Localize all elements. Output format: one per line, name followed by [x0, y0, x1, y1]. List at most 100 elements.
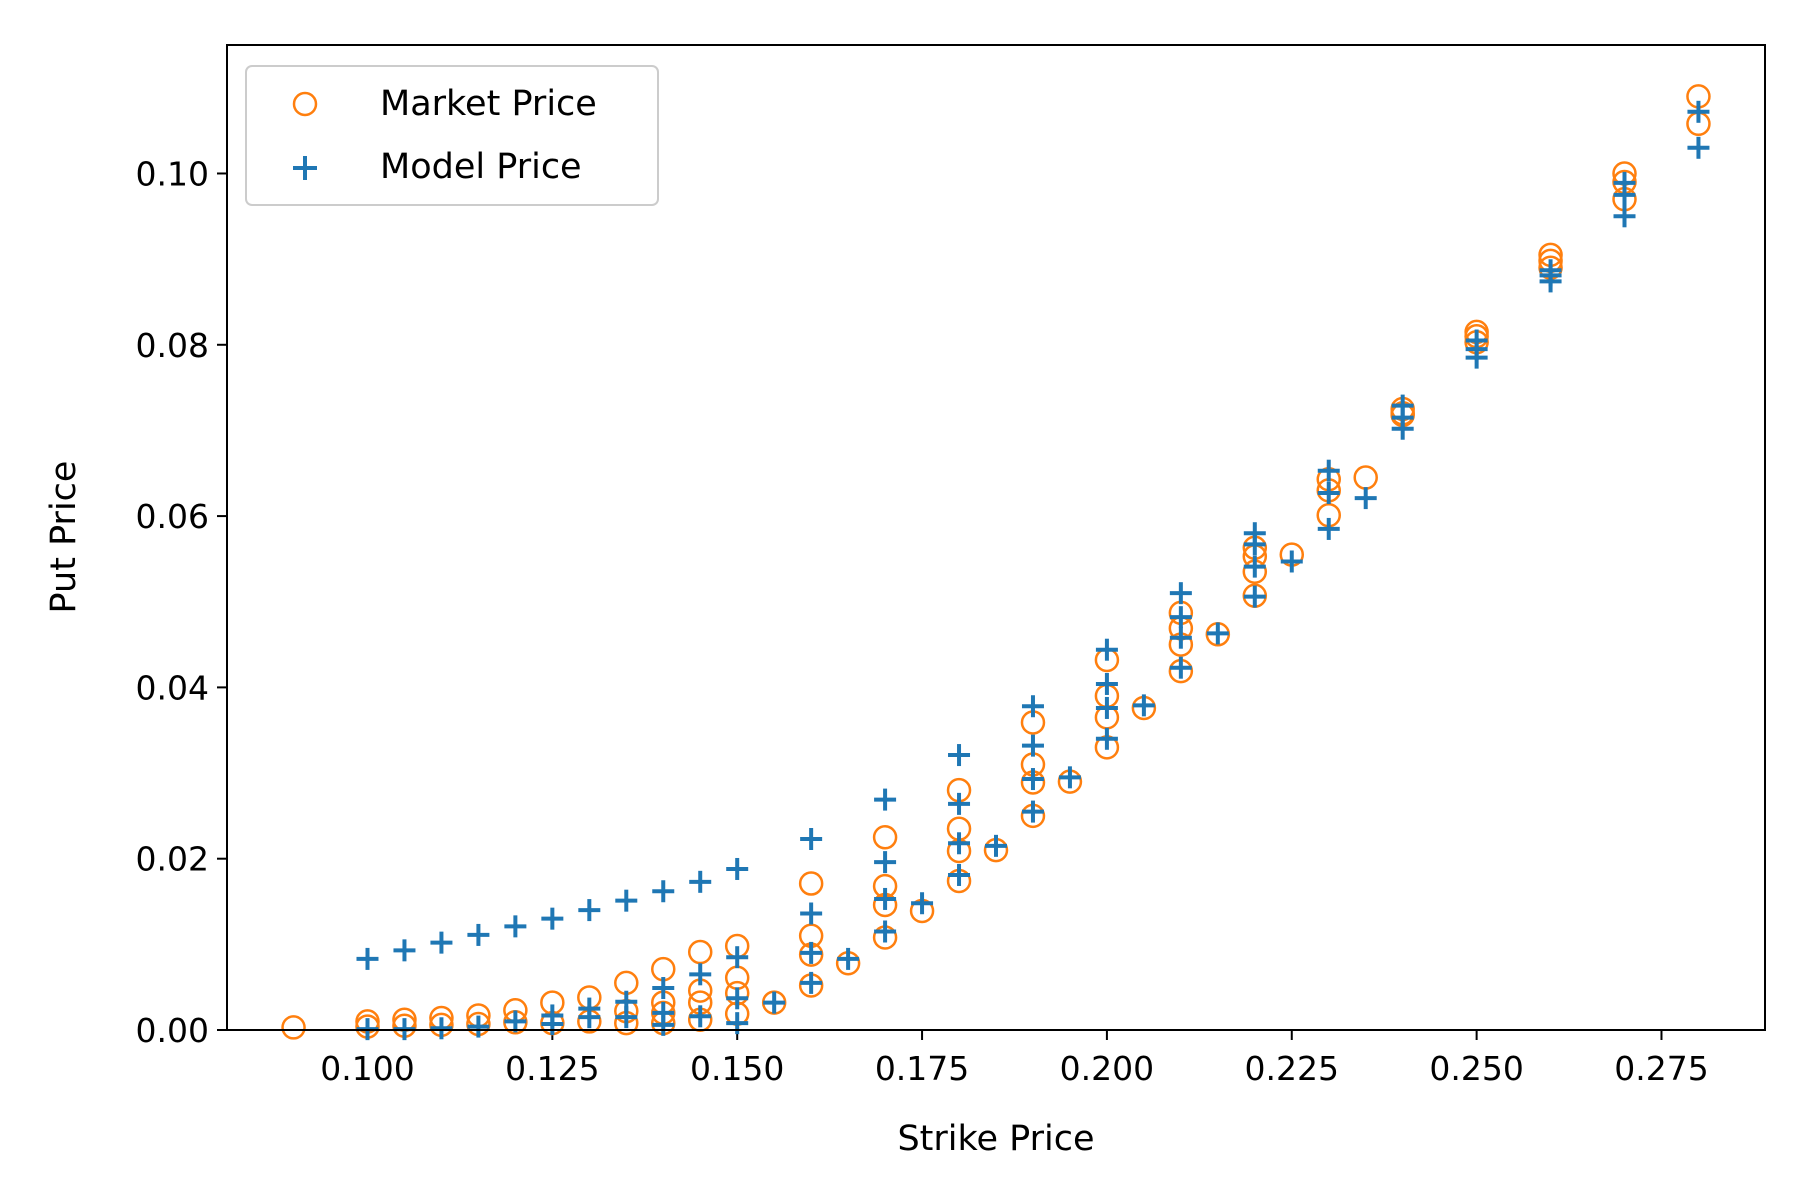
model-price-point	[726, 987, 749, 1010]
model-price-point	[948, 744, 971, 767]
y-tick-label: 0.08	[136, 326, 209, 365]
model-price-point	[1280, 550, 1303, 573]
model-price-point	[1169, 582, 1192, 605]
y-tick-label: 0.10	[136, 154, 209, 193]
y-axis-title: Put Price	[44, 461, 84, 614]
plot-frame	[226, 44, 1766, 1031]
legend-frame	[245, 65, 659, 206]
model-price-point	[689, 963, 712, 986]
x-tick-label: 0.175	[875, 1049, 969, 1088]
model-price-point	[578, 1006, 601, 1029]
model-price-point	[1243, 555, 1266, 578]
model-price-point	[356, 947, 379, 970]
market-price-point	[281, 1015, 306, 1040]
model-price-point	[430, 931, 453, 954]
model-price-point	[541, 907, 564, 930]
model-price-point	[948, 792, 971, 815]
x-axis-ticks: 0.100 0.125 0.150 0.175 0.200 0.225 0.250 0.275	[320, 1030, 1709, 1088]
model-price-point	[948, 832, 971, 855]
model-price-point	[1206, 622, 1229, 645]
model-price-point	[689, 870, 712, 893]
model-price-point	[1021, 734, 1044, 757]
model-price-point	[948, 863, 971, 886]
model-price-point	[652, 977, 675, 1000]
model-price-point	[726, 857, 749, 880]
model-price-point	[1317, 459, 1340, 482]
model-price-point	[504, 915, 527, 938]
x-tick-label: 0.100	[320, 1049, 414, 1088]
model-price-point	[1095, 638, 1118, 661]
y-tick-label: 0.04	[136, 668, 209, 707]
model-price-point	[1687, 136, 1710, 159]
model-price-point	[430, 1017, 453, 1040]
model-price-point	[1132, 694, 1155, 717]
x-tick-label: 0.200	[1060, 1049, 1154, 1088]
model-price-point	[800, 902, 823, 925]
y-tick-label: 0.02	[136, 840, 209, 879]
model-price-point	[800, 971, 823, 994]
market-price-point	[872, 825, 898, 850]
model-price-point	[393, 939, 416, 962]
legend-market-label: Market Price	[380, 84, 597, 124]
model-price-point	[1465, 346, 1488, 369]
model-price-point	[874, 887, 897, 910]
model-price-point	[837, 947, 860, 970]
model-price-point	[1613, 205, 1636, 228]
x-tick-label: 0.225	[1245, 1049, 1339, 1088]
legend-market-marker	[292, 91, 318, 117]
model-price-point	[1058, 766, 1081, 789]
model-price-point	[652, 880, 675, 903]
legend-model-marker	[293, 156, 317, 180]
x-tick-label: 0.125	[505, 1049, 599, 1088]
model-price-point	[1169, 606, 1192, 629]
market-price-point	[798, 871, 824, 896]
model-price-point	[874, 851, 897, 874]
model-price-point	[578, 899, 601, 922]
model-price-point	[1021, 800, 1044, 823]
model-price-point	[689, 1005, 712, 1028]
model-price-point	[1169, 656, 1192, 679]
y-tick-label: 0.06	[136, 497, 209, 536]
model-price-point	[615, 1006, 638, 1029]
model-price-point	[1095, 696, 1118, 719]
model-price-point	[1317, 481, 1340, 504]
model-price-point	[467, 923, 490, 946]
model-price-point	[726, 946, 749, 969]
model-price-point	[911, 892, 934, 915]
model-price-point	[800, 941, 823, 964]
plot-background	[227, 45, 1765, 1030]
model-price-point	[652, 1013, 675, 1036]
model-price-point	[1317, 517, 1340, 540]
model-price-point	[800, 827, 823, 850]
model-price-point	[504, 1010, 527, 1033]
x-tick-label: 0.150	[690, 1049, 784, 1088]
model-price-point	[1095, 727, 1118, 750]
model-price-point	[1095, 672, 1118, 695]
model-price-point	[1354, 487, 1377, 510]
market-price-point	[687, 939, 713, 965]
legend: Market Price Model Price	[245, 65, 659, 206]
model-price-point	[1687, 100, 1710, 123]
model-price-point	[874, 788, 897, 811]
model-price-point	[467, 1015, 490, 1038]
model-price-point	[1243, 533, 1266, 556]
model-price-point	[541, 1013, 564, 1036]
model-price-point	[1391, 417, 1414, 440]
model-price-point	[763, 991, 786, 1014]
x-axis-title: Strike Price	[897, 1119, 1094, 1159]
model-price-point	[1021, 695, 1044, 718]
model-price-point	[874, 920, 897, 943]
x-tick-label: 0.275	[1614, 1049, 1708, 1088]
model-price-point	[1021, 768, 1044, 791]
legend-model-label: Model Price	[380, 147, 582, 187]
model-price-point	[1539, 270, 1562, 293]
model-price-point	[1169, 626, 1192, 649]
model-price-series	[356, 100, 1710, 1041]
model-price-point	[1613, 183, 1636, 206]
model-price-point	[1243, 585, 1266, 608]
model-price-point	[985, 834, 1007, 857]
model-price-point	[615, 889, 638, 912]
y-tick-label: 0.00	[136, 1011, 209, 1050]
